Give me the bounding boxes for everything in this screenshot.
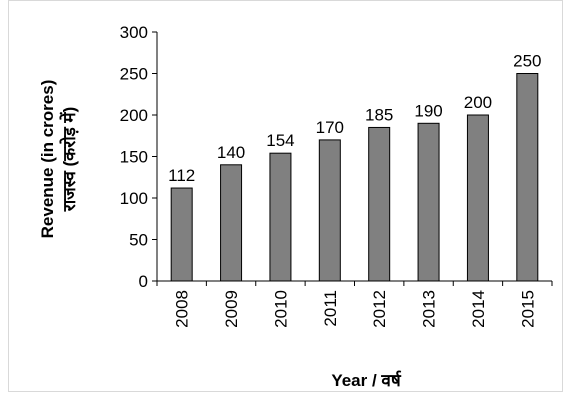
data-label-2014: 200 [464,93,492,112]
y-tick-label-200: 200 [120,106,148,125]
bar-2014 [466,114,489,282]
x-tick-label-2010: 2010 [271,290,290,328]
x-ticks-group: 2008 2009 2010 2011 2012 2013 2014 2015 [156,281,553,328]
data-label-2009: 140 [217,143,245,162]
bar-2009 [220,164,243,282]
bar-2013 [417,122,440,282]
x-tick-label-2009: 2009 [222,290,241,328]
y-tick-label-50: 50 [129,231,148,250]
bar-2012 [368,126,391,282]
data-labels-group: 112 140 154 170 185 190 200 250 [168,52,541,186]
x-tick-label-2011: 2011 [321,290,340,327]
y-tick-label-250: 250 [120,65,148,84]
data-label-2010: 154 [266,131,294,150]
x-tick-label-2012: 2012 [370,290,389,328]
y-axis-title-line1: Revenue (in crores) [38,80,57,239]
y-ticks-group: 0 50 100 150 200 250 300 [120,23,157,291]
bar-2010 [269,152,292,282]
y-tick-label-100: 100 [120,189,148,208]
x-tick-label-2014: 2014 [469,290,488,328]
x-axis-title: Year / वर्ष [331,370,402,390]
y-tick-label-300: 300 [120,23,148,42]
bar-2008 [170,187,193,282]
data-label-2011: 170 [316,118,344,137]
data-label-2015: 250 [513,52,541,71]
y-tick-label-150: 150 [120,148,148,167]
x-tick-label-2015: 2015 [518,290,537,328]
data-label-2008: 112 [168,166,195,185]
bar-chart: 112 140 154 170 185 190 200 250 0 50 100 150 200 250… [38,23,553,390]
bar-2011 [318,139,341,282]
x-tick-label-2008: 2008 [173,290,192,328]
y-axis-title-line2: राजस्व (करोड़ में) [59,107,79,212]
bars-group [170,73,539,282]
x-tick-label-2013: 2013 [420,290,439,328]
data-label-2012: 185 [365,105,393,124]
data-label-2013: 190 [414,101,442,120]
chart-frame: 112 140 154 170 185 190 200 250 0 50 100 150 200 250… [8,0,563,392]
y-tick-label-0: 0 [139,272,148,291]
bar-2015 [516,73,539,282]
